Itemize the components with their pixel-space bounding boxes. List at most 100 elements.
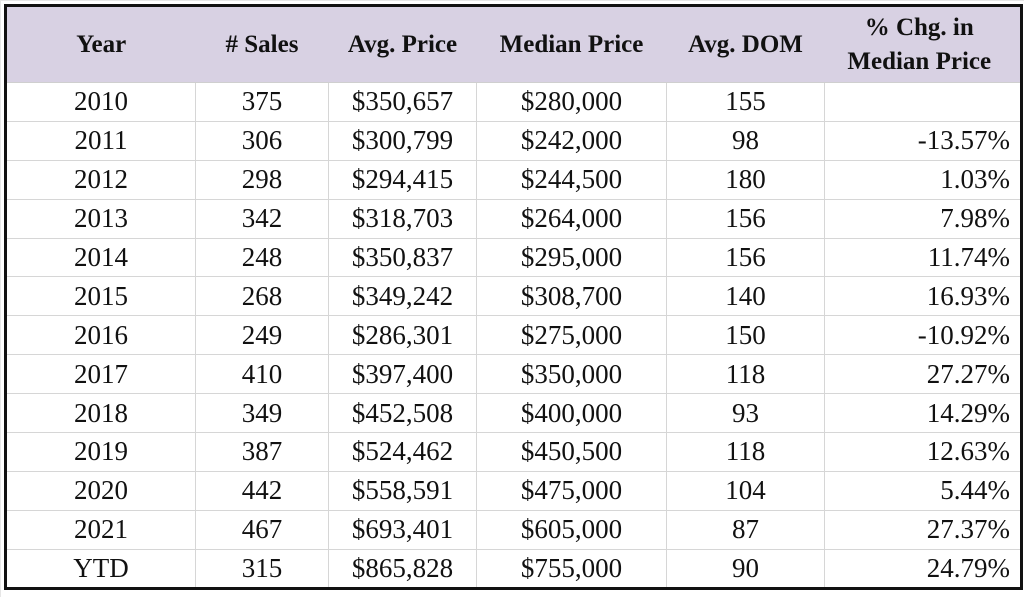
cell-avg-price: $318,703 [328,198,477,239]
cell-pct-chg: 16.93% [824,276,1022,316]
cell-avg-price: $286,301 [328,315,477,355]
cell-median-price: $755,000 [476,548,667,589]
cell-year: 2019 [5,432,196,472]
cell-avg-price: $558,591 [328,470,477,511]
cell-sales: 342 [195,198,329,239]
cell-year: 2011 [5,120,196,161]
table-row: 2018 349 $452,508 $400,000 93 14.29% [5,393,1022,433]
cell-median-price: $264,000 [476,198,667,239]
table-row: 2010 375 $350,657 $280,000 155 [5,82,1022,122]
table-row: YTD 315 $865,828 $755,000 90 24.79% [5,548,1022,589]
cell-pct-chg: 11.74% [824,237,1022,277]
sales-data-table: Year # Sales Avg. Price Median Price Avg… [4,4,1023,590]
cell-avg-price: $300,799 [328,120,477,161]
header-pct-chg-median-price: % Chg. in Median Price [824,5,1022,83]
cell-avg-dom: 140 [666,276,825,316]
cell-median-price: $475,000 [476,470,667,511]
cell-pct-chg: -13.57% [824,120,1022,161]
cell-avg-price: $524,462 [328,432,477,472]
cell-median-price: $280,000 [476,82,667,122]
cell-avg-price: $693,401 [328,509,477,550]
cell-avg-price: $350,837 [328,237,477,277]
cell-year: 2010 [5,82,196,122]
cell-pct-chg: 14.29% [824,393,1022,433]
cell-year: 2014 [5,237,196,277]
table-row: 2012 298 $294,415 $244,500 180 1.03% [5,159,1022,200]
table-row: 2017 410 $397,400 $350,000 118 27.27% [5,354,1022,394]
table-row: 2020 442 $558,591 $475,000 104 5.44% [5,470,1022,511]
cell-median-price: $400,000 [476,393,667,433]
table-row: 2011 306 $300,799 $242,000 98 -13.57% [5,120,1022,161]
header-avg-dom: Avg. DOM [666,5,825,83]
cell-avg-dom: 156 [666,198,825,239]
cell-avg-dom: 87 [666,509,825,550]
cell-sales: 442 [195,470,329,511]
header-sales: # Sales [195,5,329,83]
cell-year: 2015 [5,276,196,316]
cell-avg-price: $349,242 [328,276,477,316]
cell-sales: 387 [195,432,329,472]
cell-sales: 268 [195,276,329,316]
cell-pct-chg: 7.98% [824,198,1022,239]
table-row: 2016 249 $286,301 $275,000 150 -10.92% [5,315,1022,355]
table-header: Year # Sales Avg. Price Median Price Avg… [5,5,1022,83]
header-avg-price: Avg. Price [328,5,477,83]
cell-avg-dom: 118 [666,432,825,472]
cell-sales: 248 [195,237,329,277]
cell-sales: 349 [195,393,329,433]
cell-sales: 315 [195,548,329,589]
table-row: 2015 268 $349,242 $308,700 140 16.93% [5,276,1022,316]
cell-sales: 375 [195,82,329,122]
cell-avg-price: $865,828 [328,548,477,589]
cell-avg-price: $397,400 [328,354,477,394]
cell-pct-chg [824,82,1022,122]
cell-median-price: $275,000 [476,315,667,355]
cell-sales: 298 [195,159,329,200]
cell-median-price: $308,700 [476,276,667,316]
header-year: Year [5,5,196,83]
cell-pct-chg: 12.63% [824,432,1022,472]
cell-avg-dom: 90 [666,548,825,589]
table-body: 2010 375 $350,657 $280,000 155 2011 306 $300,79… [5,82,1022,589]
cell-sales: 410 [195,354,329,394]
cell-median-price: $295,000 [476,237,667,277]
cell-avg-dom: 93 [666,393,825,433]
cell-median-price: $244,500 [476,159,667,200]
cell-year: YTD [5,548,196,589]
cell-year: 2012 [5,159,196,200]
header-pct-chg-line1: % Chg. in [864,13,974,41]
cell-avg-price: $350,657 [328,82,477,122]
cell-year: 2018 [5,393,196,433]
cell-year: 2013 [5,198,196,239]
cell-sales: 249 [195,315,329,355]
cell-avg-price: $452,508 [328,393,477,433]
cell-median-price: $450,500 [476,432,667,472]
cell-sales: 306 [195,120,329,161]
cell-pct-chg: 27.27% [824,354,1022,394]
cell-median-price: $242,000 [476,120,667,161]
cell-avg-dom: 98 [666,120,825,161]
cell-avg-dom: 104 [666,470,825,511]
table-row: 2014 248 $350,837 $295,000 156 11.74% [5,237,1022,277]
cell-avg-dom: 118 [666,354,825,394]
cell-pct-chg: 24.79% [824,548,1022,589]
cell-pct-chg: 5.44% [824,470,1022,511]
cell-pct-chg: 27.37% [824,509,1022,550]
cell-median-price: $350,000 [476,354,667,394]
header-pct-chg-line2: Median Price [847,47,992,75]
cell-median-price: $605,000 [476,509,667,550]
cell-year: 2016 [5,315,196,355]
cell-pct-chg: 1.03% [824,159,1022,200]
cell-avg-price: $294,415 [328,159,477,200]
cell-avg-dom: 180 [666,159,825,200]
cell-year: 2020 [5,470,196,511]
cell-avg-dom: 150 [666,315,825,355]
header-median-price: Median Price [476,5,667,83]
cell-avg-dom: 155 [666,82,825,122]
table-row: 2013 342 $318,703 $264,000 156 7.98% [5,198,1022,239]
cell-year: 2017 [5,354,196,394]
table-row: 2019 387 $524,462 $450,500 118 12.63% [5,432,1022,472]
cell-sales: 467 [195,509,329,550]
cell-pct-chg: -10.92% [824,315,1022,355]
